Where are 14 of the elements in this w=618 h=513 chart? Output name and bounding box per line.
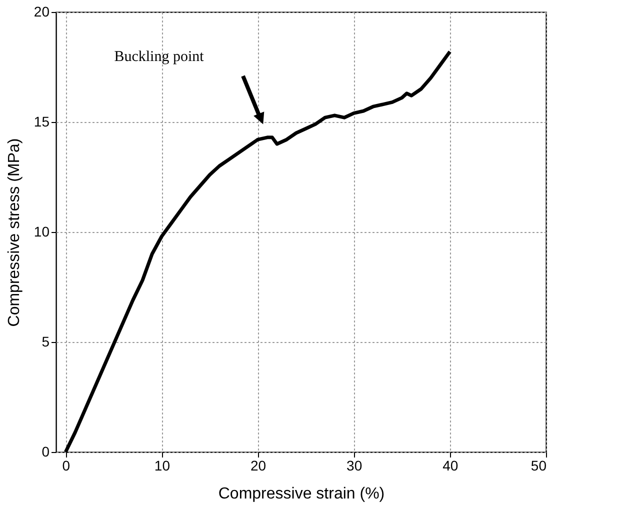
x-tick-label: 10 [154, 458, 170, 474]
x-tick-label: 40 [442, 458, 458, 474]
y-tick-label: 5 [42, 334, 50, 350]
x-tick-label: 20 [250, 458, 266, 474]
x-axis-title: Compressive strain (%) [218, 486, 385, 502]
y-axis-title: Compressive stress (MPa) [6, 138, 23, 327]
y-tick-label: 20 [34, 4, 50, 20]
y-tick-label: 15 [34, 114, 50, 130]
x-tick-label: 0 [62, 458, 70, 474]
x-tick-label: 30 [346, 458, 362, 474]
y-tick-label: 10 [34, 224, 50, 240]
x-tick-label: 50 [530, 458, 547, 474]
annotation: Buckling point [114, 49, 205, 65]
y-tick-label: 0 [42, 444, 50, 460]
